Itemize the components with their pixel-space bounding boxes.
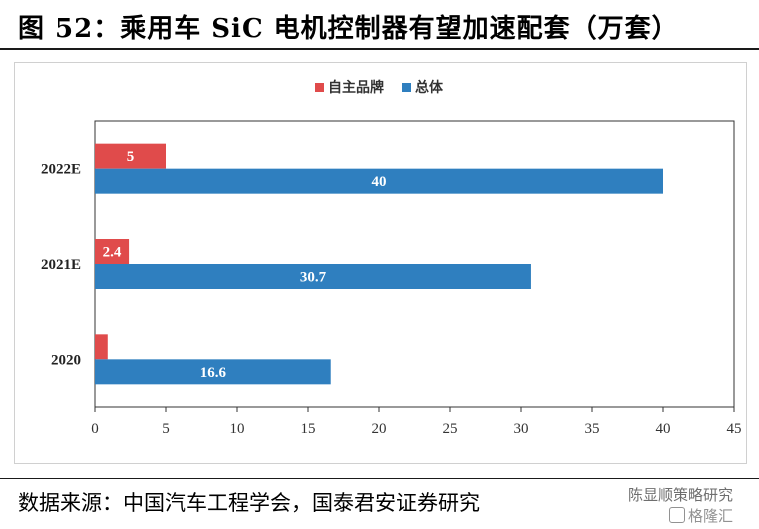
x-tick-label: 5 xyxy=(162,421,170,437)
watermark-account-text: 陈显顺策略研究 xyxy=(627,486,733,504)
legend-swatch xyxy=(402,83,411,92)
data-label: 5 xyxy=(127,149,135,165)
x-tick-label: 10 xyxy=(230,421,245,437)
x-tick-label: 35 xyxy=(585,421,600,437)
watermark: 陈显顺策略研究 格隆汇 xyxy=(579,478,749,528)
bar xyxy=(95,168,663,194)
category-label: 2022E xyxy=(41,162,81,178)
x-tick-label: 20 xyxy=(372,421,387,437)
bar-chart: 自主品牌 总体 0 5 10 15 20 25 30 35 40 45 2022E 5 40 2021E 2.4… xyxy=(41,79,742,437)
legend-swatch xyxy=(315,83,324,92)
data-label: 2.4 xyxy=(103,245,122,261)
bar xyxy=(95,143,166,169)
x-tick-label: 25 xyxy=(443,421,458,437)
x-tick-label: 0 xyxy=(91,421,99,437)
bar xyxy=(95,359,331,385)
legend-label: 总体 xyxy=(415,79,444,96)
watermark-account: 陈显顺策略研究 xyxy=(628,484,733,505)
brand-logo-icon xyxy=(668,507,685,523)
page-title: 图 52：乘用车 SiC 电机控制器有望加速配套（万套） xyxy=(18,14,679,44)
chart-container: 自主品牌 总体 0 5 10 15 20 25 30 35 40 45 2022E 5 40 2021E 2.4… xyxy=(14,62,747,464)
watermark-brand-text: 格隆汇 xyxy=(687,507,733,525)
category-label: 2020 xyxy=(51,352,81,368)
data-label: 16.6 xyxy=(200,365,227,381)
category-label: 2021E xyxy=(41,257,81,273)
legend-label: 自主品牌 xyxy=(328,79,384,96)
source-bar: 数据来源：中国汽车工程学会，国泰君安证券研究 xyxy=(0,478,759,529)
watermark-brand: 格隆汇 xyxy=(668,505,733,526)
data-label: 30.7 xyxy=(300,270,327,286)
bar xyxy=(95,264,531,289)
data-label: 40 xyxy=(372,174,387,190)
title-bar: 图 52：乘用车 SiC 电机控制器有望加速配套（万套） xyxy=(0,0,759,50)
bar xyxy=(95,239,130,264)
x-tick-label: 15 xyxy=(301,421,316,437)
bar xyxy=(95,334,108,360)
x-tick-label: 45 xyxy=(727,421,742,437)
x-tick-label: 30 xyxy=(514,421,529,437)
x-tick-label: 40 xyxy=(656,421,671,437)
source-note: 数据来源：中国汽车工程学会，国泰君安证券研究 xyxy=(18,491,480,515)
